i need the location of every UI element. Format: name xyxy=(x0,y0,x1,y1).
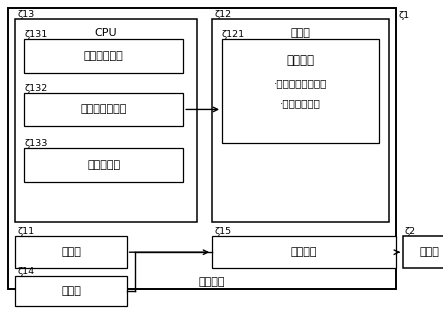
Text: ζ15: ζ15 xyxy=(214,227,231,236)
Text: 加工部: 加工部 xyxy=(420,247,440,257)
Bar xyxy=(24,93,183,126)
Bar xyxy=(24,39,183,73)
Text: ζ132: ζ132 xyxy=(24,84,48,93)
Text: CPU: CPU xyxy=(95,28,117,38)
Text: ζ12: ζ12 xyxy=(214,10,231,19)
Bar xyxy=(15,19,197,222)
Bar xyxy=(24,148,183,182)
Text: 刀具信息: 刀具信息 xyxy=(286,54,314,67)
Text: 输入部: 输入部 xyxy=(61,247,81,257)
Text: ζ1: ζ1 xyxy=(399,11,410,20)
Bar xyxy=(222,39,379,143)
Text: 加工条件决定部: 加工条件决定部 xyxy=(80,104,127,115)
Text: 加工控制部: 加工控制部 xyxy=(87,160,120,170)
Text: 数控装置: 数控装置 xyxy=(199,277,225,287)
Text: ζ131: ζ131 xyxy=(24,30,48,39)
Text: ζ13: ζ13 xyxy=(17,10,35,19)
Bar xyxy=(212,19,389,222)
Text: 显示部: 显示部 xyxy=(61,286,81,296)
Text: 存储器: 存储器 xyxy=(290,28,310,38)
Text: ζ11: ζ11 xyxy=(17,227,35,236)
Text: 通信接口: 通信接口 xyxy=(290,247,317,257)
Text: ·能够使用刀具信息: ·能够使用刀具信息 xyxy=(274,79,327,89)
Bar xyxy=(403,236,444,268)
Bar xyxy=(8,8,396,289)
Bar xyxy=(15,276,127,306)
Bar xyxy=(15,236,127,268)
Text: ·前端形状信息: ·前端形状信息 xyxy=(280,99,321,108)
Bar xyxy=(212,236,396,268)
Text: ζ2: ζ2 xyxy=(405,227,416,236)
Text: 二维码生成部: 二维码生成部 xyxy=(84,51,123,61)
Text: ζ14: ζ14 xyxy=(17,267,35,276)
Text: ζ121: ζ121 xyxy=(222,30,245,39)
Text: ζ133: ζ133 xyxy=(24,139,48,148)
